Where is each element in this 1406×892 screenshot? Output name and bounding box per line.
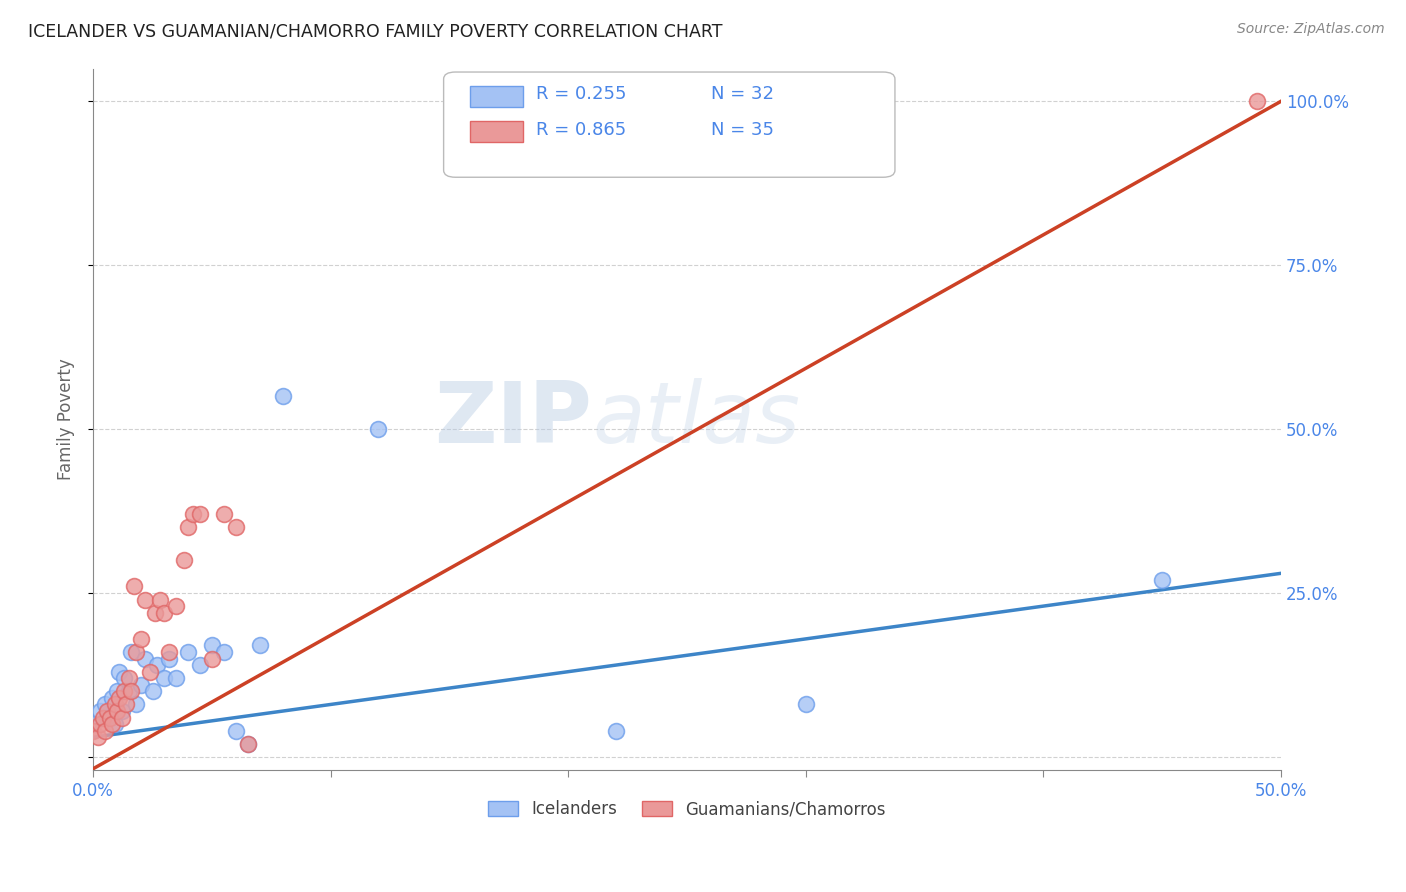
Point: [605, 723, 627, 738]
Point: [105, 704, 128, 718]
Point: [201, 651, 224, 665]
Point: [115, 698, 138, 712]
Text: ZIP: ZIP: [434, 377, 592, 461]
Point: [91, 710, 114, 724]
Point: [153, 606, 176, 620]
Point: [177, 645, 200, 659]
Text: N = 35: N = 35: [711, 121, 773, 139]
Point: [120, 684, 142, 698]
Legend: Icelanders, Guamanians/Chamorros: Icelanders, Guamanians/Chamorros: [481, 794, 893, 825]
Point: [173, 553, 195, 567]
Point: [89, 704, 111, 718]
Point: [146, 658, 169, 673]
Point: [108, 690, 131, 705]
Point: [1152, 573, 1174, 587]
Point: [134, 651, 156, 665]
Point: [125, 645, 148, 659]
Point: [82, 717, 104, 731]
Y-axis label: Family Poverty: Family Poverty: [58, 359, 75, 480]
Point: [177, 520, 200, 534]
Point: [96, 710, 118, 724]
Point: [129, 632, 152, 646]
Point: [139, 665, 162, 679]
Point: [120, 645, 142, 659]
Point: [129, 678, 152, 692]
Point: [367, 422, 389, 436]
Point: [125, 698, 148, 712]
Point: [249, 639, 271, 653]
Point: [108, 665, 131, 679]
Point: [94, 698, 117, 712]
Point: [794, 698, 817, 712]
Point: [143, 606, 166, 620]
Point: [153, 671, 176, 685]
Point: [98, 710, 121, 724]
Point: [111, 704, 134, 718]
Point: [118, 671, 141, 685]
Text: Source: ZipAtlas.com: Source: ZipAtlas.com: [1237, 22, 1385, 37]
Bar: [470, 121, 523, 142]
Point: [188, 658, 211, 673]
Point: [105, 684, 128, 698]
Point: [225, 520, 247, 534]
Text: N = 32: N = 32: [711, 86, 773, 103]
Point: [112, 684, 135, 698]
Text: R = 0.255: R = 0.255: [536, 86, 627, 103]
Point: [96, 704, 118, 718]
Point: [101, 690, 124, 705]
Point: [104, 698, 127, 712]
Point: [236, 737, 259, 751]
Point: [201, 639, 224, 653]
Point: [112, 671, 135, 685]
Point: [236, 737, 259, 751]
Point: [118, 684, 141, 698]
Point: [134, 592, 156, 607]
Text: atlas: atlas: [592, 377, 800, 461]
Point: [1246, 95, 1268, 109]
Point: [142, 684, 165, 698]
Point: [104, 717, 127, 731]
Bar: [470, 86, 523, 107]
Point: [101, 717, 124, 731]
Point: [181, 508, 204, 522]
Point: [87, 730, 110, 744]
Text: ICELANDER VS GUAMANIAN/CHAMORRO FAMILY POVERTY CORRELATION CHART: ICELANDER VS GUAMANIAN/CHAMORRO FAMILY P…: [28, 22, 723, 40]
Point: [82, 723, 104, 738]
Point: [157, 645, 180, 659]
Point: [225, 723, 247, 738]
Point: [165, 671, 187, 685]
Point: [271, 389, 294, 403]
Text: R = 0.865: R = 0.865: [536, 121, 627, 139]
Point: [122, 579, 145, 593]
Point: [111, 710, 134, 724]
Point: [149, 592, 172, 607]
Point: [188, 508, 211, 522]
Point: [157, 651, 180, 665]
Point: [212, 508, 235, 522]
FancyBboxPatch shape: [444, 72, 896, 178]
Point: [212, 645, 235, 659]
Point: [94, 723, 117, 738]
Point: [89, 717, 111, 731]
Point: [165, 599, 187, 613]
